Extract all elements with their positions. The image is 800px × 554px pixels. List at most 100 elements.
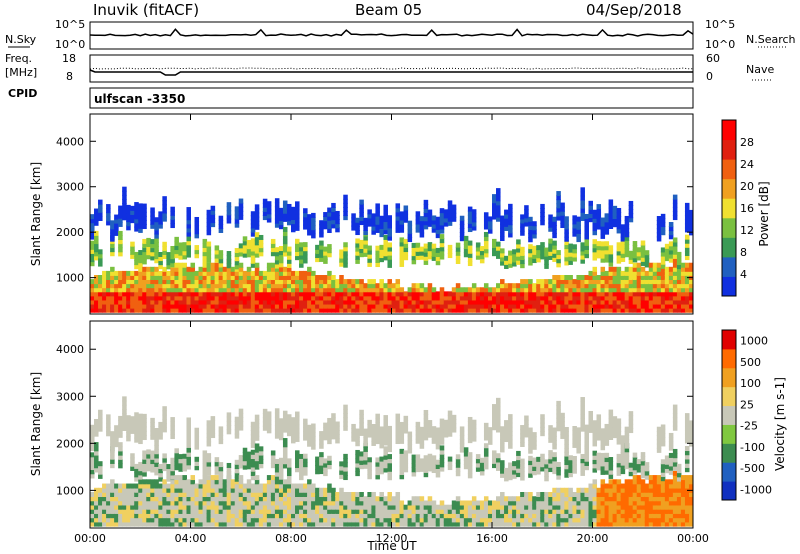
velocity-cell [411, 463, 417, 469]
power-cell [367, 245, 372, 251]
velocity-cell [106, 513, 111, 519]
velocity-cell [628, 415, 634, 421]
power-cell [311, 299, 316, 305]
velocity-cell [391, 513, 397, 519]
power-cell [684, 223, 690, 229]
velocity-cell [162, 457, 167, 463]
power-cell [471, 213, 477, 219]
velocity-cell [130, 465, 135, 471]
velocity-cell [335, 517, 340, 523]
power-cell [186, 279, 191, 285]
velocity-cell [210, 483, 216, 489]
velocity-cell [628, 419, 634, 425]
velocity-cell [500, 464, 505, 470]
power-cell [379, 228, 384, 234]
power-cell [496, 216, 501, 222]
velocity-cell [262, 504, 268, 510]
velocity-cell [291, 492, 296, 498]
power-cell [672, 245, 678, 251]
power-cell [572, 291, 577, 297]
velocity-cell [471, 508, 477, 514]
velocity-cell [327, 426, 332, 432]
velocity-cell [588, 423, 593, 429]
velocity-cell [508, 431, 513, 437]
velocity-cell [222, 521, 228, 527]
velocity-cell [387, 471, 392, 477]
velocity-cell [286, 487, 292, 493]
power-cell [331, 275, 336, 280]
power-cell [262, 198, 268, 204]
velocity-cell [258, 487, 264, 493]
power-cell [343, 283, 348, 289]
power-cell [367, 257, 372, 263]
velocity-cell [162, 521, 167, 527]
power-cell [536, 291, 541, 297]
power-cell [644, 258, 650, 264]
velocity-cell [644, 470, 650, 476]
power-cell [688, 230, 694, 236]
velocity-cell [303, 513, 308, 519]
power-cell [592, 255, 598, 261]
power-cell [218, 223, 224, 229]
velocity-cell [568, 500, 573, 506]
power-cell [110, 275, 115, 280]
power-cell [282, 266, 288, 272]
power-cell [628, 291, 634, 297]
nave-tick-top: 60 [706, 52, 720, 65]
velocity-cell [258, 513, 264, 519]
velocity-cell [544, 500, 549, 506]
power-cell [319, 228, 324, 234]
power-cell [218, 227, 224, 233]
power-cell [282, 283, 288, 289]
velocity-cell [331, 508, 336, 514]
velocity-cell [274, 496, 280, 502]
velocity-cell [504, 508, 509, 514]
velocity-cell [122, 496, 127, 502]
velocity-cell [580, 496, 585, 502]
velocity-cell [194, 427, 200, 433]
velocity-cell [427, 453, 433, 459]
velocity-cell [584, 445, 589, 451]
power-cell [94, 251, 99, 257]
velocity-cell [266, 419, 272, 425]
velocity-cell [110, 458, 115, 464]
power-cell [632, 279, 638, 285]
power-cell [564, 283, 569, 289]
velocity-cell [250, 513, 256, 519]
velocity-cell [496, 406, 501, 412]
velocity-cell [387, 458, 392, 464]
velocity-cell [512, 513, 517, 519]
power-cell [98, 283, 103, 289]
velocity-cell [186, 517, 191, 523]
velocity-cell [210, 521, 216, 527]
power-cell [608, 275, 614, 280]
power-cell [254, 216, 260, 222]
power-cell [580, 279, 585, 285]
power-cell [664, 256, 670, 262]
power-cell [307, 214, 312, 220]
power-cell [624, 295, 630, 301]
velocity-cell [427, 457, 433, 463]
velocity-cell [520, 429, 525, 435]
velocity-cell [648, 483, 654, 489]
power-cell [190, 299, 196, 305]
power-cell [576, 307, 581, 313]
velocity-cell [383, 463, 388, 469]
velocity-cell [419, 439, 425, 445]
velocity-cell [608, 496, 614, 502]
velocity-cell [475, 513, 481, 519]
power-cell [616, 212, 622, 218]
velocity-cell [592, 487, 598, 493]
power-cell [556, 211, 561, 217]
power-cell [94, 243, 99, 249]
power-cell [467, 287, 473, 293]
power-cell [218, 287, 224, 293]
velocity-cell [194, 500, 200, 506]
velocity-cell [118, 483, 123, 489]
power-cell [162, 245, 167, 251]
power-cell [407, 291, 413, 297]
power-cell [407, 307, 413, 313]
power-cell [580, 207, 585, 213]
power-cell [644, 287, 650, 293]
power-cell [596, 291, 602, 297]
